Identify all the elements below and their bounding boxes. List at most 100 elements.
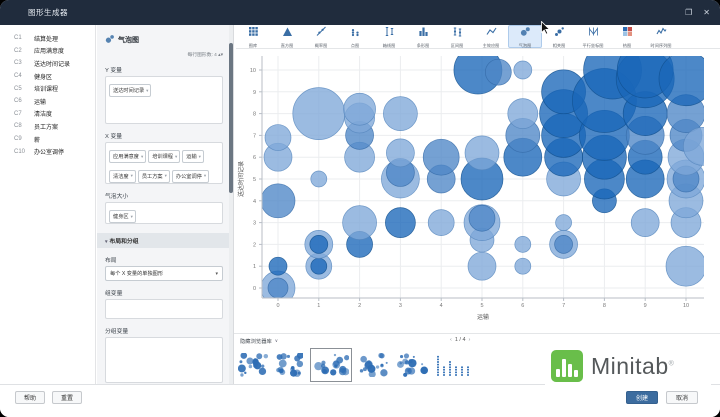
graph-thumbnail[interactable] [435, 351, 471, 379]
graph-thumbnail[interactable] [396, 351, 428, 379]
svg-text:1: 1 [317, 303, 320, 309]
variable-name: 清洁度 [34, 112, 53, 119]
layout-group-section-header[interactable]: ▾ 布局和分组 [97, 233, 233, 248]
help-button[interactable]: 帮助 [15, 391, 45, 404]
create-button[interactable]: 创建 [626, 391, 658, 404]
next-page-arrow[interactable]: › [468, 337, 471, 343]
x-variables-label: X 变量 [105, 134, 123, 140]
variable-chip[interactable]: 办公室调停 ▾ [171, 169, 210, 183]
graph-thumbnail[interactable] [238, 351, 268, 379]
gallery-item-bubble[interactable]: 气泡图 [508, 25, 542, 48]
gallery-item-interval[interactable]: 区间图 [440, 25, 474, 48]
gallery-item-tseries[interactable]: 时间序列图 [644, 25, 678, 48]
minitab-watermark: Minitab® [545, 345, 711, 387]
variable-name: 结算处理 [34, 36, 59, 43]
variable-column-id: C10 [14, 148, 26, 155]
prev-page-arrow[interactable]: ‹ [450, 337, 452, 343]
variable-row[interactable]: C5 培训课程 [0, 82, 95, 95]
group-variable-dropzone[interactable] [105, 299, 223, 319]
y-variables-label: Y 变量 [105, 68, 122, 74]
gallery-item-corr[interactable]: 相关图 [542, 25, 576, 48]
parallel-icon [588, 24, 599, 42]
footer-bar: 帮助 重置 创建 取消 [0, 384, 720, 417]
close-icon[interactable]: ✕ [703, 8, 710, 17]
graph-thumbnail[interactable] [275, 351, 303, 379]
gallery-item-fitline[interactable]: 概率图 [304, 25, 338, 48]
mouse-cursor [541, 20, 551, 40]
variable-chip[interactable]: 培训课程 ▾ [148, 150, 181, 163]
variable-chip[interactable]: 健身区 ▾ [109, 210, 136, 223]
variable-row[interactable]: C2 应用满意度 [0, 45, 95, 58]
chevron-down-icon: ▾ [140, 153, 144, 159]
x-variables-dropzone[interactable]: 应用满意度 ▾ 培训课程 ▾ 运输 ▾ 清洁度 ▾ 员工方案 ▾ 办公室调停 ▾ [105, 142, 223, 184]
chevron-down-icon: ▾ [130, 213, 133, 219]
chart-type-header: 气泡图 [105, 31, 223, 49]
variable-column-id: C1 [14, 35, 22, 42]
gallery-item-hist[interactable]: 直方图 [270, 25, 304, 48]
svg-text:4: 4 [440, 303, 443, 309]
svg-text:6: 6 [521, 303, 524, 309]
variable-chip[interactable]: 送达时间记录 ▾ [109, 84, 152, 97]
chevron-down-icon: ▾ [130, 173, 133, 178]
interval-icon [452, 24, 463, 42]
variable-chip[interactable]: 应用满意度 ▾ [109, 150, 147, 163]
variable-row[interactable]: C6 运输 [0, 95, 95, 108]
variable-name: 培训课程 [34, 87, 59, 94]
y-variables-dropzone[interactable]: 送达时间记录 ▾ [105, 76, 223, 124]
variable-row[interactable]: C1 结算处理 [0, 32, 95, 45]
svg-text:2: 2 [253, 242, 256, 248]
thumbnail-pagination: ‹ 1 / 4 › [450, 337, 470, 343]
variable-row[interactable]: C9 薪 [0, 133, 95, 146]
svg-text:3: 3 [253, 221, 256, 227]
variable-chip[interactable]: 清洁度 ▾ [109, 169, 136, 183]
variable-row[interactable]: C8 员工方案 [0, 120, 95, 133]
bubble-size-dropzone[interactable]: 健身区 ▾ [105, 202, 223, 224]
scrollbar-thumb[interactable] [229, 43, 233, 193]
subset-variable-dropzone[interactable] [105, 337, 223, 383]
variable-row[interactable]: C7 清洁度 [0, 108, 95, 121]
variable-name: 送达时间记录 [34, 61, 71, 68]
graphs-per-row-control[interactable]: 每行图形数: 4 ▴▾ [187, 53, 223, 58]
gallery-item-heat[interactable]: 热图 [610, 25, 644, 48]
hist-icon [282, 24, 293, 42]
bubble-chart-canvas[interactable]: 0 1 2 3 4 5 6 7 8 9 10 0 1 2 3 4 5 6 7 8 9 10 运输 送达时间记录 [234, 48, 720, 333]
dots-icon [350, 24, 361, 42]
gallery-item-grid[interactable]: 图库 [236, 25, 270, 48]
gallery-browser-strip: 隐藏浏览器库 ∨ ‹ 1 / 4 › [234, 333, 720, 386]
chevron-down-icon: ▾ [164, 173, 167, 178]
dialog-title: 图形生成器 [28, 8, 68, 17]
alternative-graph-thumbnails [238, 348, 471, 382]
variable-row[interactable]: C10 办公室调停 [0, 145, 95, 158]
variable-chip[interactable]: 运输 ▾ [182, 150, 204, 163]
variable-chip[interactable]: 员工方案 ▾ [137, 169, 170, 183]
hide-browser-toggle[interactable]: 隐藏浏览器库 ∨ [240, 338, 279, 345]
gallery-item-box[interactable]: 箱线图 [372, 25, 406, 48]
cancel-button[interactable]: 取消 [666, 391, 698, 404]
layout-select[interactable]: 每个 X 变量的单独图形 ▾ [105, 266, 223, 281]
gallery-item-parallel[interactable]: 平行坐标图 [576, 25, 610, 48]
settings-scrollbar[interactable] [229, 25, 233, 385]
grid-icon [248, 24, 259, 42]
variable-name: 薪 [34, 137, 41, 144]
layout-label: 布局 [105, 258, 117, 264]
gallery-item-dots[interactable]: 点图 [338, 25, 372, 48]
gallery-item-line[interactable]: 主效应图 [474, 25, 508, 48]
graph-thumbnail[interactable] [310, 348, 352, 382]
graph-thumbnail[interactable] [359, 351, 389, 379]
variable-column-id: C4 [14, 73, 22, 80]
variable-row[interactable]: C3 送达时间记录 [0, 57, 95, 70]
svg-text:7: 7 [562, 303, 565, 309]
variable-row[interactable]: C4 健身区 [0, 70, 95, 83]
reset-button[interactable]: 重置 [52, 391, 82, 404]
minitab-logo-icon [551, 350, 583, 382]
svg-text:10: 10 [250, 68, 256, 74]
svg-text:9: 9 [253, 90, 256, 96]
y-axis-label: 送达时间记录 [237, 161, 245, 197]
bubble-icon [520, 24, 531, 42]
section-expand-icon: ▾ [105, 239, 108, 245]
gallery-item-bar[interactable]: 条形图 [406, 25, 440, 48]
restore-icon[interactable]: ❐ [685, 8, 693, 17]
variable-name: 健身区 [34, 74, 53, 81]
variable-column-id: C2 [14, 47, 22, 54]
